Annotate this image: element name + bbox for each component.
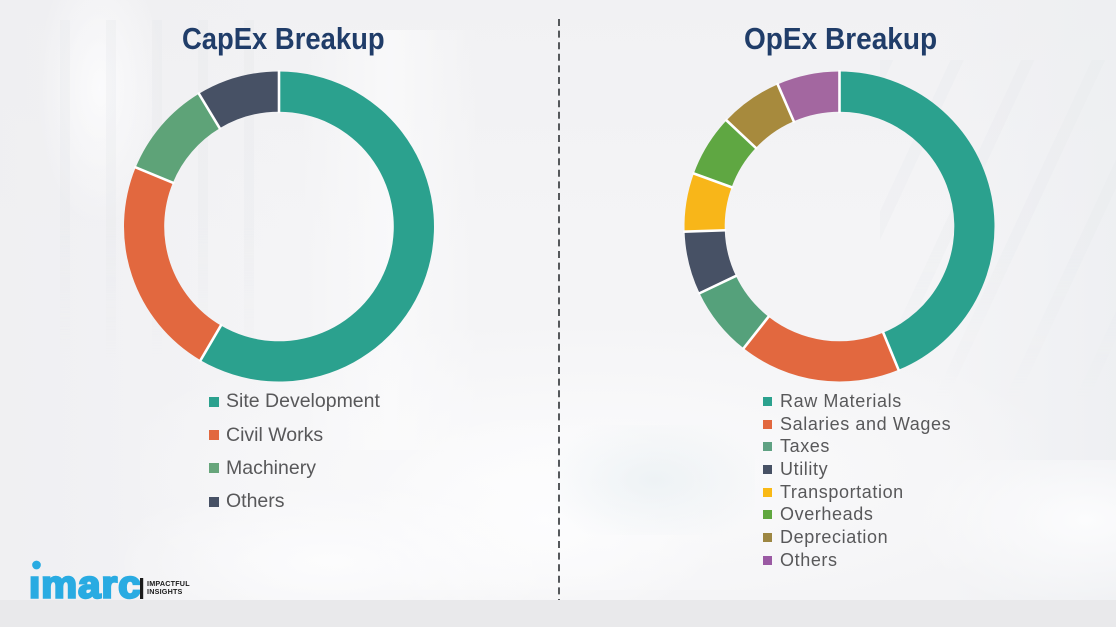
svg-text:INSIGHTS: INSIGHTS (147, 587, 183, 596)
svg-text:ımarc: ımarc (29, 565, 142, 607)
svg-text:IMPACTFUL: IMPACTFUL (147, 579, 190, 588)
